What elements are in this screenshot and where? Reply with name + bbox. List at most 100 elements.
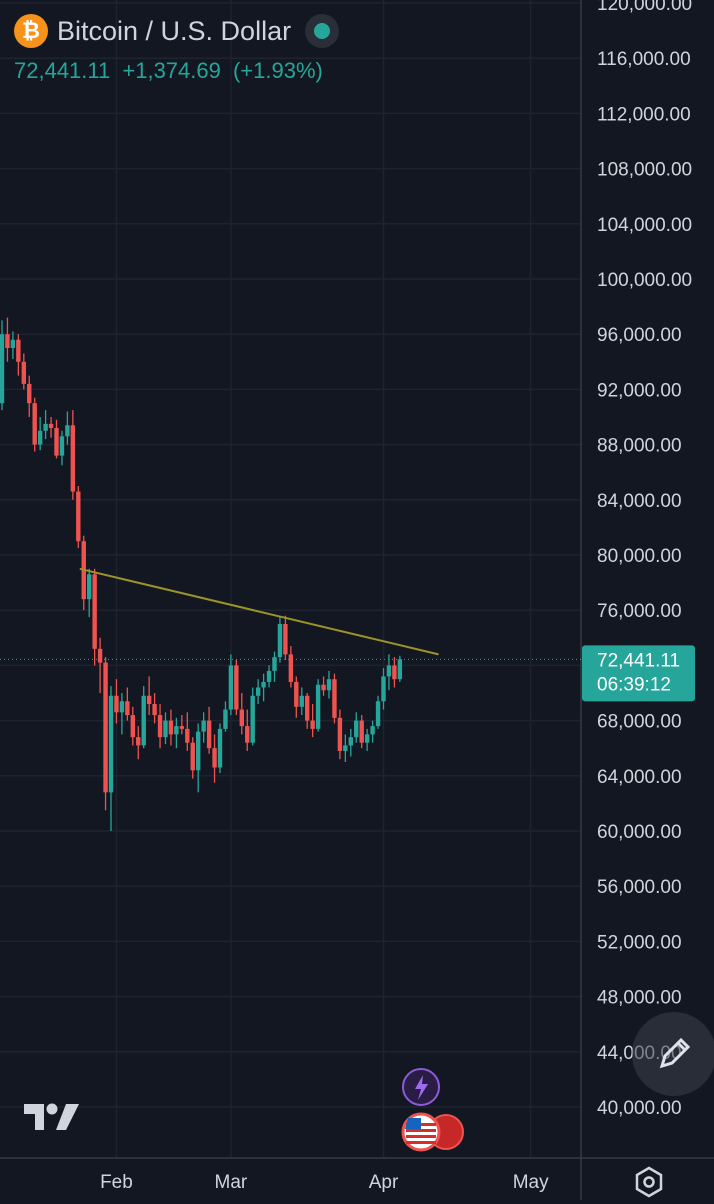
candle bbox=[266, 665, 272, 688]
candle bbox=[255, 679, 261, 705]
candle bbox=[70, 410, 76, 500]
candle-body bbox=[370, 726, 375, 735]
candle bbox=[103, 657, 108, 811]
time-axis: Feb Mar Apr May bbox=[100, 1172, 549, 1193]
trendline bbox=[79, 567, 439, 656]
candle bbox=[375, 695, 381, 729]
candle-body bbox=[10, 339, 16, 348]
price-change: +1,374.69 bbox=[122, 58, 221, 83]
candle-body bbox=[152, 704, 157, 716]
candle bbox=[163, 712, 168, 745]
candle bbox=[332, 673, 337, 724]
candle-body bbox=[141, 695, 146, 746]
candle-body bbox=[206, 720, 212, 749]
price-tick-label: 40,000.00 bbox=[597, 1098, 682, 1119]
price-tick-label: 60,000.00 bbox=[597, 822, 682, 843]
lightning-event-icon[interactable] bbox=[402, 1068, 440, 1106]
us-flag-event-icon[interactable] bbox=[400, 1112, 466, 1152]
candle-body bbox=[381, 676, 386, 702]
price-tick-label: 100,000.00 bbox=[597, 270, 692, 291]
candle bbox=[87, 568, 92, 618]
candle-body bbox=[343, 745, 348, 751]
candle-body bbox=[375, 701, 381, 727]
candle bbox=[234, 659, 239, 716]
trendline bbox=[79, 567, 439, 656]
pencil-icon[interactable] bbox=[632, 1012, 714, 1096]
price-tick-label: 68,000.00 bbox=[597, 712, 682, 733]
candle-body bbox=[125, 701, 130, 716]
candle bbox=[359, 715, 364, 749]
candle-body bbox=[157, 715, 163, 738]
settings-icon[interactable] bbox=[632, 1165, 666, 1204]
candle bbox=[65, 411, 70, 445]
candle bbox=[157, 704, 163, 749]
candle-body bbox=[0, 334, 5, 404]
candle-body bbox=[272, 657, 277, 671]
candle bbox=[294, 676, 299, 718]
candle bbox=[114, 679, 119, 724]
candle-body bbox=[32, 403, 37, 445]
candle-body bbox=[70, 425, 76, 492]
candle bbox=[201, 712, 206, 743]
candle bbox=[179, 715, 185, 735]
price-tick-label: 120,000.00 bbox=[597, 0, 692, 15]
candle bbox=[206, 706, 212, 754]
price-tag-value: 72,441.11 bbox=[597, 650, 680, 671]
candle bbox=[245, 709, 250, 751]
candle-body bbox=[234, 665, 239, 710]
candle-body bbox=[108, 695, 114, 793]
candle bbox=[272, 651, 277, 682]
candle-body bbox=[315, 684, 321, 729]
price-tick-label: 80,000.00 bbox=[597, 546, 682, 567]
candle-body bbox=[168, 720, 174, 735]
candle-body bbox=[43, 423, 48, 431]
tv-logo-icon bbox=[22, 1100, 80, 1137]
candle bbox=[326, 670, 332, 699]
candle bbox=[59, 430, 65, 466]
market-status-icon[interactable] bbox=[305, 14, 340, 48]
candle-body bbox=[65, 425, 70, 437]
candle bbox=[305, 693, 310, 729]
price-tick-label: 112,000.00 bbox=[597, 104, 691, 125]
candle bbox=[141, 686, 146, 749]
candle-body bbox=[97, 648, 103, 663]
candle-body bbox=[146, 695, 152, 705]
candle bbox=[27, 375, 32, 417]
candle bbox=[196, 723, 201, 793]
candle-body bbox=[54, 428, 59, 456]
candle bbox=[370, 720, 375, 743]
candle bbox=[299, 687, 304, 716]
candle bbox=[168, 709, 174, 746]
candle bbox=[315, 679, 321, 732]
symbol-header[interactable]: ₿ Bitcoin / U.S. Dollar bbox=[14, 14, 340, 48]
candle bbox=[81, 535, 86, 611]
candle-body bbox=[255, 687, 261, 696]
candle-body bbox=[59, 436, 65, 456]
candle bbox=[392, 657, 397, 688]
price-change-pct: (+1.93%) bbox=[232, 58, 323, 83]
candle-body bbox=[21, 361, 26, 384]
candle bbox=[92, 568, 97, 666]
last-price: 72,441.11 bbox=[14, 58, 111, 83]
candle-body bbox=[239, 709, 244, 727]
candle bbox=[348, 728, 353, 757]
candle bbox=[146, 676, 152, 716]
candle bbox=[397, 655, 403, 682]
candle bbox=[228, 654, 234, 716]
candle bbox=[21, 353, 26, 390]
candle bbox=[288, 646, 294, 688]
candle bbox=[54, 419, 59, 459]
candle bbox=[190, 737, 195, 779]
candle bbox=[0, 320, 5, 411]
candle-body bbox=[136, 737, 141, 746]
candle-body bbox=[294, 681, 299, 707]
candle bbox=[321, 676, 326, 696]
candle-body bbox=[185, 728, 190, 743]
candle bbox=[130, 706, 135, 746]
price-tick-label: 76,000.00 bbox=[597, 601, 682, 622]
price-tick-label: 116,000.00 bbox=[597, 49, 691, 70]
candle bbox=[223, 701, 228, 732]
candle bbox=[185, 712, 190, 751]
candle bbox=[354, 712, 359, 743]
